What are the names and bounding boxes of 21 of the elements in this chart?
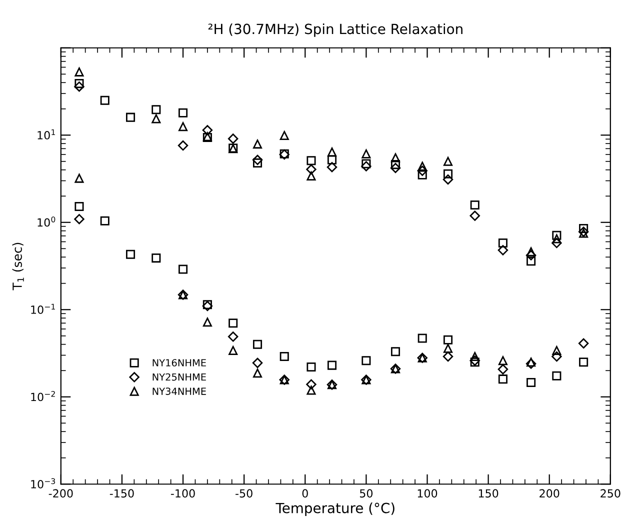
x-tick-label: -200 — [48, 489, 73, 498]
y-tick-label: 10$^{0}$ — [38, 216, 56, 227]
y-tick-label: 10$^{−1}$ — [31, 304, 55, 314]
legend-label: NY25NHME — [152, 373, 206, 381]
x-axis-title: Temperature (°C) — [276, 502, 394, 516]
x-tick-label: -50 — [236, 489, 252, 498]
chart-title: ²H (30.7MHz) Spin Lattice Relaxation — [208, 23, 462, 37]
x-tick-label: 150 — [478, 489, 498, 498]
y-axis-title: T$_{1}$ (sec) — [12, 242, 24, 290]
y-tick-label: 10$^{1}$ — [38, 129, 55, 140]
legend-label: NY34NHME — [152, 388, 206, 395]
x-tick-label: -150 — [110, 489, 134, 498]
y-tick-label: 10$^{−2}$ — [31, 390, 55, 402]
x-tick-label: 100 — [418, 489, 438, 498]
x-tick-label: -100 — [170, 489, 195, 498]
x-tick-label: 200 — [540, 489, 560, 498]
x-tick-label: 0 — [302, 489, 308, 498]
x-tick-label: 250 — [600, 489, 620, 498]
y-tick-label: 10$^{−3}$ — [31, 478, 56, 488]
legend-label: NY16NHME — [152, 359, 206, 366]
x-tick-label: 50 — [360, 489, 373, 498]
